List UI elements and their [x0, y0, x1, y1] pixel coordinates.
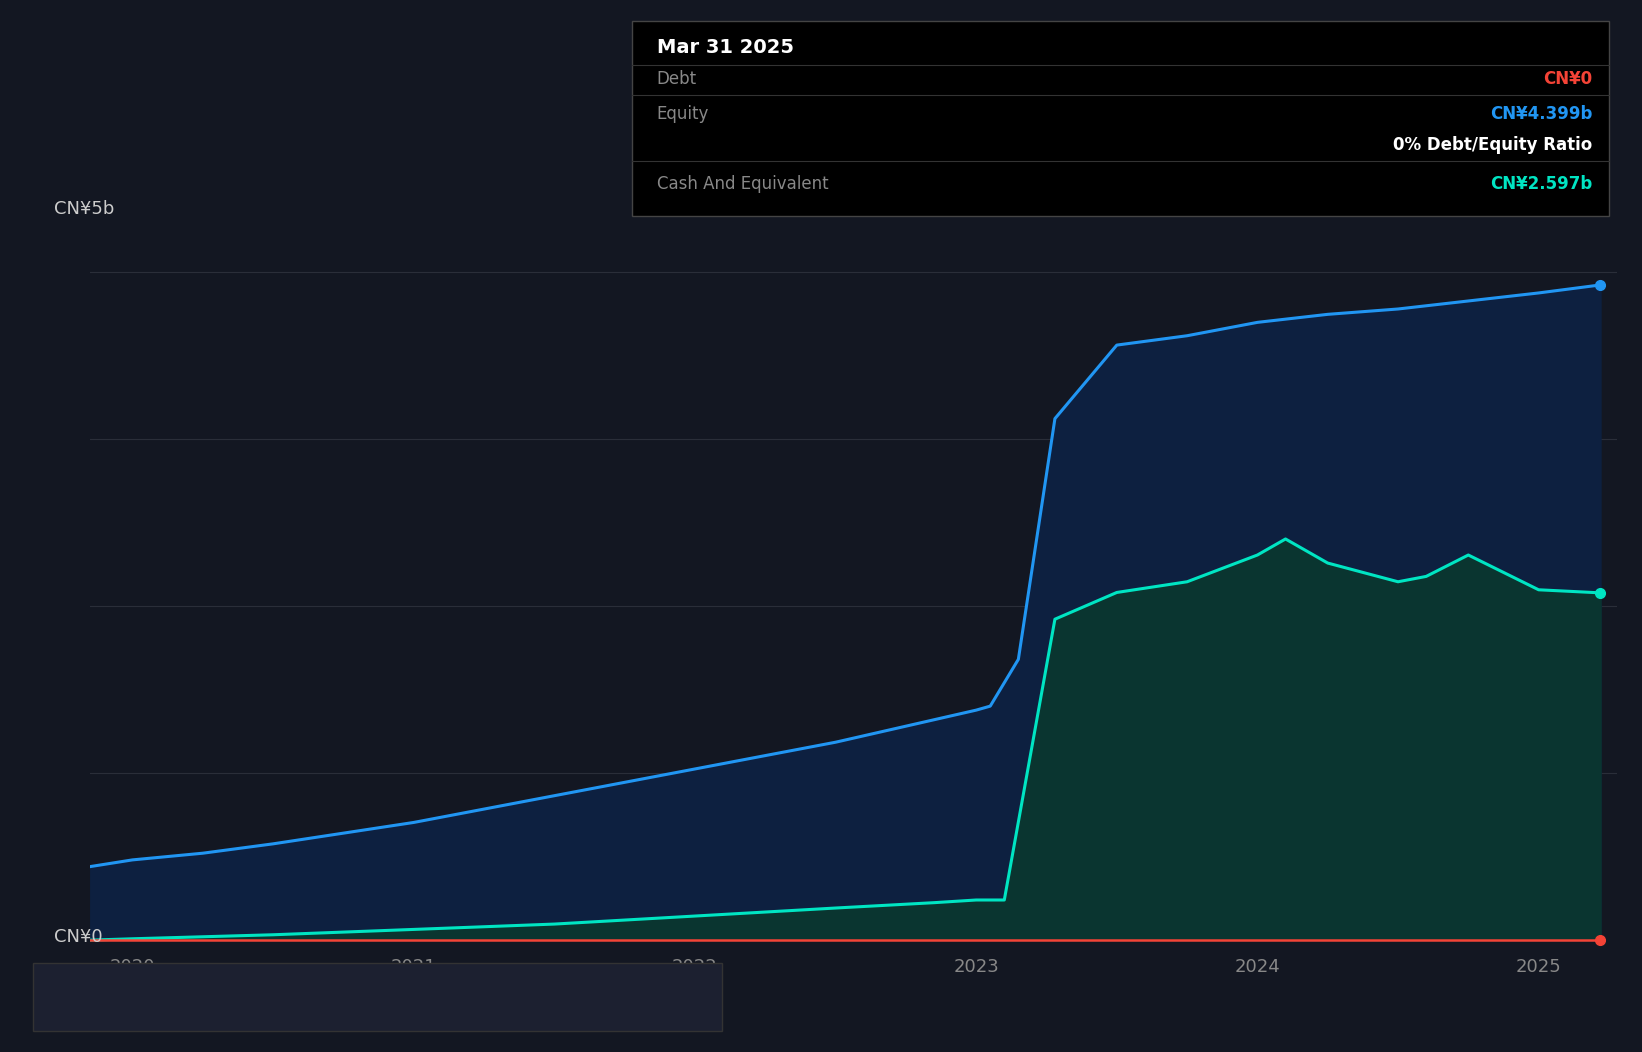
Text: CN¥2.597b: CN¥2.597b — [1491, 175, 1593, 194]
Text: Debt: Debt — [657, 69, 696, 88]
Text: Equity: Equity — [266, 995, 319, 1014]
Text: 0% Debt/Equity Ratio: 0% Debt/Equity Ratio — [1394, 136, 1593, 155]
Text: CN¥4.399b: CN¥4.399b — [1491, 104, 1593, 123]
Text: CN¥0: CN¥0 — [54, 928, 103, 946]
Text: CN¥5b: CN¥5b — [54, 200, 115, 218]
Text: Debt: Debt — [102, 995, 141, 1014]
Text: Equity: Equity — [657, 104, 709, 123]
Text: ●: ● — [437, 997, 450, 1012]
Text: Cash And Equivalent: Cash And Equivalent — [479, 995, 652, 1014]
Text: CN¥0: CN¥0 — [1543, 69, 1593, 88]
Text: ●: ● — [59, 997, 72, 1012]
Text: Cash And Equivalent: Cash And Equivalent — [657, 175, 829, 194]
Text: ●: ● — [223, 997, 236, 1012]
Text: Mar 31 2025: Mar 31 2025 — [657, 38, 793, 57]
